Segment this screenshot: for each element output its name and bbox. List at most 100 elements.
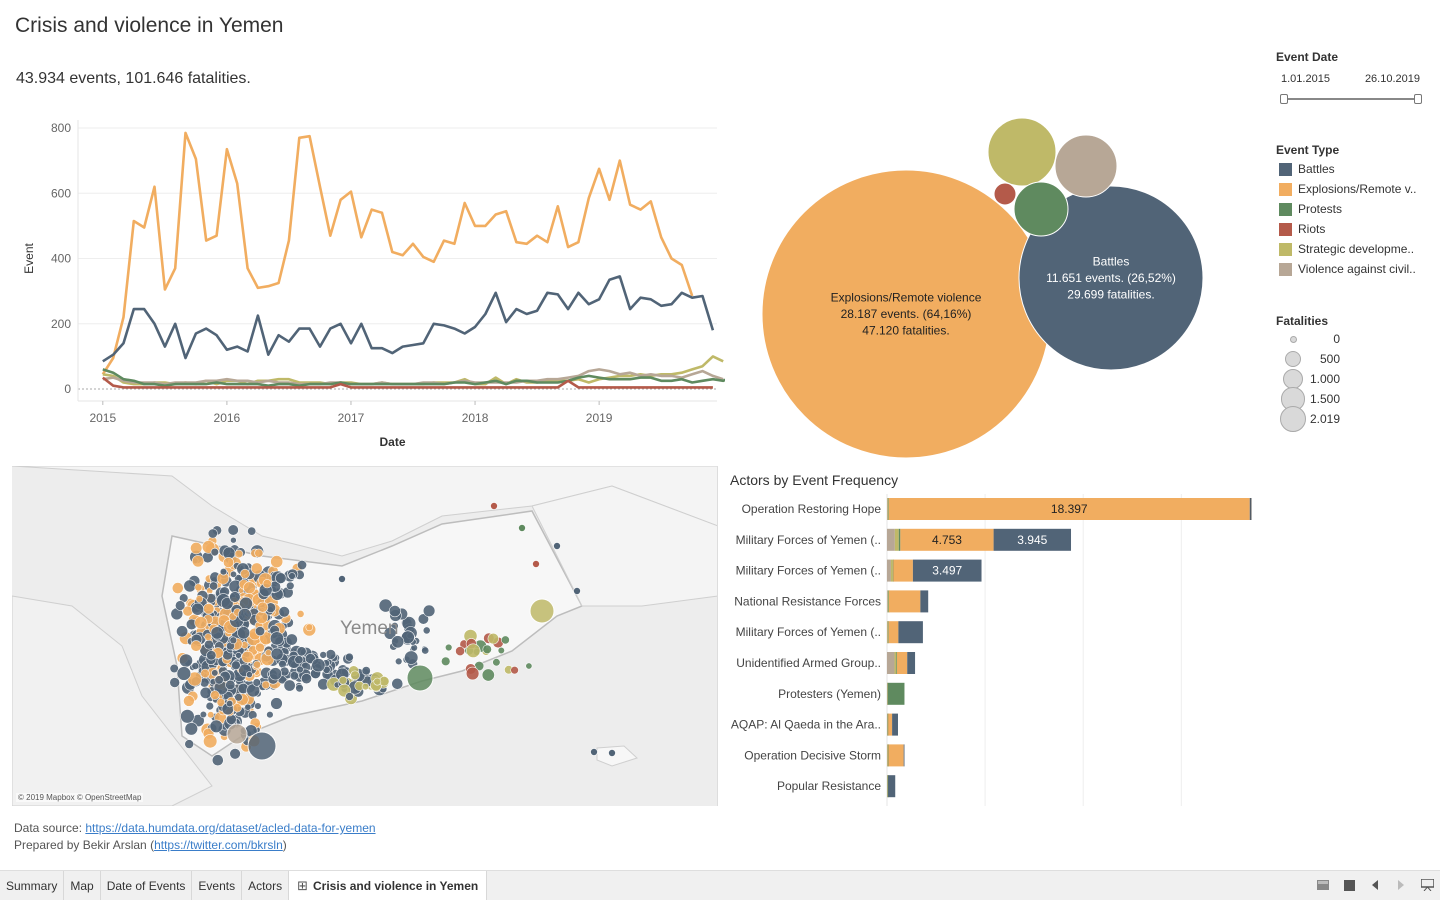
slider-track[interactable]: [1282, 98, 1418, 100]
event-marker[interactable]: [295, 684, 304, 693]
event-marker[interactable]: [237, 607, 252, 622]
bubble-battles[interactable]: Battles 11.651 events. (26,52%) 29.699 fat…: [1018, 185, 1204, 371]
event-marker[interactable]: [199, 686, 212, 699]
event-marker[interactable]: [230, 536, 237, 544]
legend-item-violence-against-civil[interactable]: Violence against civil..: [1276, 259, 1440, 279]
event-marker[interactable]: [225, 679, 236, 690]
event-marker[interactable]: [220, 597, 234, 610]
event-marker[interactable]: [255, 626, 266, 637]
event-marker[interactable]: [289, 671, 300, 681]
event-marker[interactable]: [169, 663, 179, 674]
event-marker[interactable]: [229, 591, 241, 603]
event-marker[interactable]: [171, 582, 184, 594]
slider-end-handle[interactable]: [1414, 94, 1422, 104]
event-marker[interactable]: [497, 646, 505, 655]
map-attribution[interactable]: © 2019 Mapbox © OpenStreetMap: [16, 793, 144, 802]
actor-bar-segment[interactable]: [887, 498, 888, 520]
bubble-violence-against-civilians[interactable]: [1054, 134, 1118, 198]
event-marker[interactable]: [262, 579, 272, 589]
event-marker[interactable]: [207, 528, 218, 539]
actor-bar-segment[interactable]: [890, 559, 893, 582]
event-marker[interactable]: [223, 557, 235, 569]
legend-item-battles[interactable]: Battles: [1276, 159, 1440, 179]
actor-bar-segment[interactable]: [888, 498, 1250, 520]
event-marker[interactable]: [268, 667, 282, 681]
event-marker[interactable]: [219, 567, 228, 576]
actor-bar-segment[interactable]: [912, 559, 982, 582]
event-marker[interactable]: [195, 595, 204, 603]
event-marker[interactable]: [243, 581, 256, 594]
tab-summary[interactable]: Summary: [0, 871, 65, 900]
event-marker[interactable]: [482, 644, 492, 655]
event-marker[interactable]: [190, 640, 202, 652]
event-marker[interactable]: [350, 670, 360, 681]
event-marker[interactable]: [266, 711, 274, 719]
events-over-time-chart[interactable]: 0 200 400 600 800 2015 2016 2017 2018 2019 Date Eve…: [0, 110, 725, 460]
event-marker[interactable]: [445, 643, 453, 652]
twitter-link[interactable]: https://twitter.com/bkrsln: [154, 838, 283, 852]
event-marker[interactable]: [296, 609, 305, 618]
event-marker[interactable]: [421, 646, 430, 655]
event-marker[interactable]: [245, 671, 253, 678]
actor-bar-segment[interactable]: [887, 652, 895, 674]
actor-bar-segment[interactable]: [900, 528, 994, 551]
tab-map[interactable]: Map: [64, 871, 101, 900]
event-marker[interactable]: [532, 560, 540, 568]
event-marker[interactable]: [300, 673, 312, 685]
legend-item-explosions-remote-v[interactable]: Explosions/Remote v..: [1276, 179, 1440, 199]
event-marker[interactable]: [180, 709, 195, 724]
event-marker[interactable]: [553, 542, 561, 550]
event-marker[interactable]: [226, 700, 234, 708]
series-line-protests[interactable]: [102, 368, 725, 388]
event-marker[interactable]: [214, 675, 224, 685]
event-marker[interactable]: [383, 627, 397, 640]
event-marker[interactable]: [518, 524, 526, 532]
tab-actors[interactable]: Actors: [242, 871, 290, 900]
bubble-explosions-remote-violence[interactable]: Explosions/Remote violence 28.187 events.…: [761, 169, 1051, 459]
event-marker[interactable]: [391, 677, 404, 690]
event-marker[interactable]: [240, 568, 250, 579]
event-marker[interactable]: [237, 626, 251, 640]
series-line-explosions-remote-violence[interactable]: [101, 131, 694, 375]
actor-bar-segment[interactable]: [887, 559, 891, 582]
actor-bar-segment[interactable]: [920, 590, 929, 613]
actor-bar-segment[interactable]: [993, 528, 1072, 551]
filmstrip-icon[interactable]: [1342, 878, 1356, 892]
event-marker[interactable]: [404, 650, 419, 665]
event-marker[interactable]: [227, 524, 239, 536]
series-line-battles[interactable]: [102, 275, 715, 363]
event-marker-large[interactable]: [406, 664, 434, 692]
event-marker[interactable]: [296, 665, 304, 674]
event-marker[interactable]: [608, 749, 616, 757]
event-marker[interactable]: [229, 748, 241, 760]
event-marker[interactable]: [179, 653, 193, 668]
event-marker[interactable]: [244, 703, 252, 711]
event-marker-large[interactable]: [247, 731, 277, 761]
actor-bar-segment[interactable]: [896, 652, 898, 674]
event-marker[interactable]: [361, 666, 371, 676]
event-marker[interactable]: [275, 572, 287, 584]
event-marker[interactable]: [269, 631, 284, 646]
date-range-slider[interactable]: [1276, 91, 1422, 105]
event-marker[interactable]: [175, 600, 186, 611]
event-marker[interactable]: [200, 668, 210, 679]
event-marker[interactable]: [391, 635, 405, 649]
event-marker[interactable]: [194, 583, 203, 592]
event-marker[interactable]: [338, 575, 346, 583]
actors-bar-chart[interactable]: Operation Restoring Hope Military Forces …: [720, 494, 1260, 806]
event-marker[interactable]: [573, 587, 581, 595]
actor-bar-segment[interactable]: [907, 652, 916, 674]
previous-icon[interactable]: [1368, 878, 1382, 892]
event-marker[interactable]: [230, 570, 238, 578]
event-marker[interactable]: [278, 606, 290, 618]
map-canvas[interactable]: [12, 466, 718, 806]
event-marker[interactable]: [481, 668, 495, 682]
event-marker[interactable]: [487, 632, 499, 645]
event-marker[interactable]: [176, 625, 189, 638]
event-marker[interactable]: [270, 555, 284, 568]
event-marker[interactable]: [241, 650, 254, 664]
event-marker[interactable]: [234, 549, 244, 559]
event-marker[interactable]: [373, 677, 382, 686]
event-marker[interactable]: [294, 655, 304, 665]
actor-bar-segment[interactable]: [888, 621, 899, 644]
